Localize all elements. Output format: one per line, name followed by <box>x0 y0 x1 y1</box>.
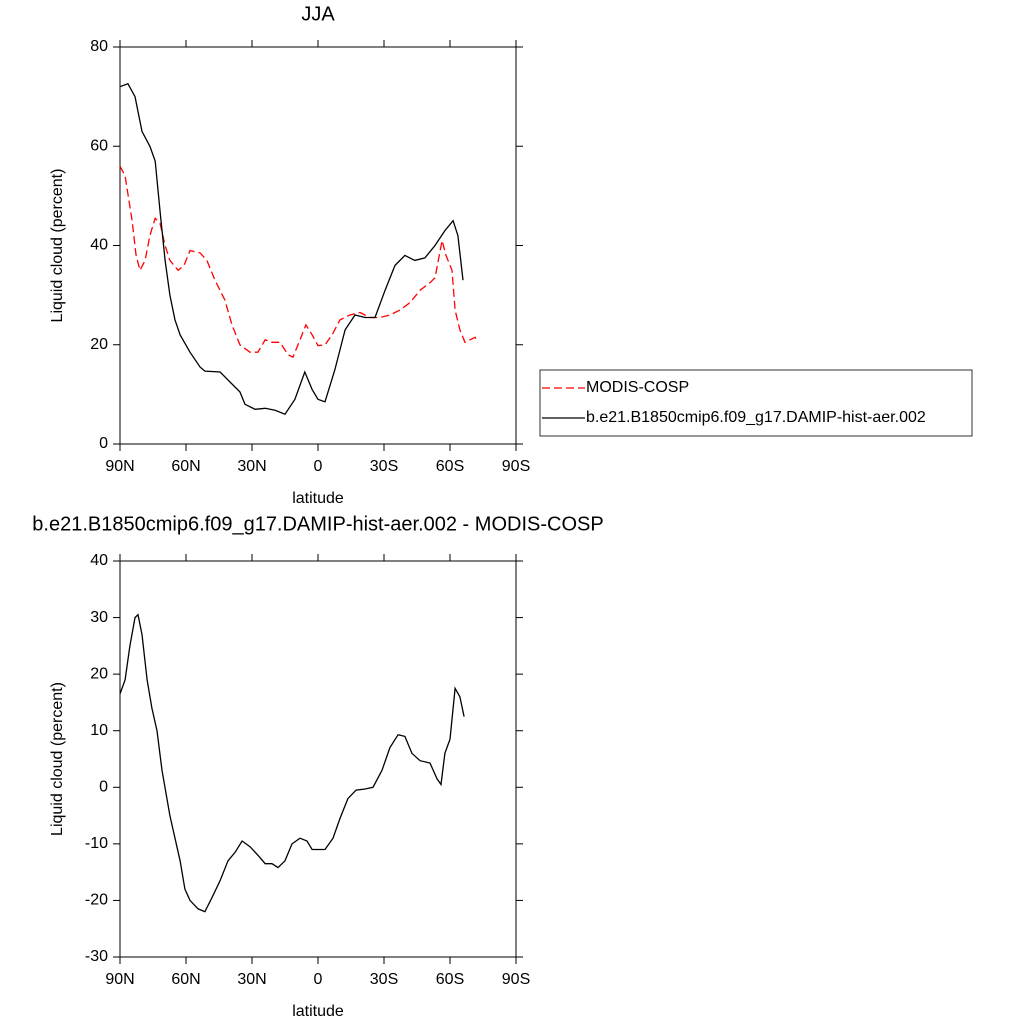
chart-title: JJA <box>301 3 335 25</box>
y-tick-label: -20 <box>85 892 108 909</box>
y-tick-label: 0 <box>99 779 108 796</box>
legend-label: b.e21.B1850cmip6.f09_g17.DAMIP-hist-aer.… <box>586 409 926 426</box>
x-tick-label: 30S <box>370 971 398 988</box>
x-tick-label: 90N <box>105 971 134 988</box>
plot-frame <box>119 560 517 958</box>
x-tick-label: 30N <box>237 458 266 475</box>
x-tick-label: 90N <box>105 458 134 475</box>
legend-box <box>539 369 973 437</box>
chart-title: b.e21.B1850cmip6.f09_g17.DAMIP-hist-aer.… <box>32 513 603 535</box>
y-tick-label: 30 <box>90 609 108 626</box>
x-tick-label: 0 <box>314 971 323 988</box>
y-tick-label: -30 <box>85 948 108 965</box>
legend-label: MODIS-COSP <box>586 379 689 396</box>
y-tick-label: 20 <box>90 336 108 353</box>
data-line <box>119 613 465 913</box>
x-tick-label: 30N <box>237 971 266 988</box>
x-axis-label: latitude <box>292 1003 344 1020</box>
y-tick-label: 80 <box>90 38 108 55</box>
data-line <box>119 165 479 359</box>
x-tick-label: 60S <box>436 458 464 475</box>
x-axis-label: latitude <box>292 490 344 507</box>
data-line <box>119 82 464 415</box>
y-tick-label: 20 <box>90 665 108 682</box>
y-tick-label: 10 <box>90 722 108 739</box>
y-tick-label: 60 <box>90 137 108 154</box>
y-tick-label: -10 <box>85 835 108 852</box>
plot-frame <box>119 46 517 445</box>
x-tick-label: 60N <box>171 458 200 475</box>
y-tick-label: 40 <box>90 552 108 569</box>
y-axis-label: Liquid cloud (percent) <box>49 169 66 323</box>
x-tick-label: 90S <box>502 971 530 988</box>
y-axis-label: Liquid cloud (percent) <box>49 682 66 836</box>
x-tick-label: 0 <box>314 458 323 475</box>
x-tick-label: 90S <box>502 458 530 475</box>
x-tick-label: 60N <box>171 971 200 988</box>
y-tick-label: 40 <box>90 237 108 254</box>
x-tick-label: 30S <box>370 458 398 475</box>
y-tick-label: 0 <box>99 435 108 452</box>
x-tick-label: 60S <box>436 971 464 988</box>
